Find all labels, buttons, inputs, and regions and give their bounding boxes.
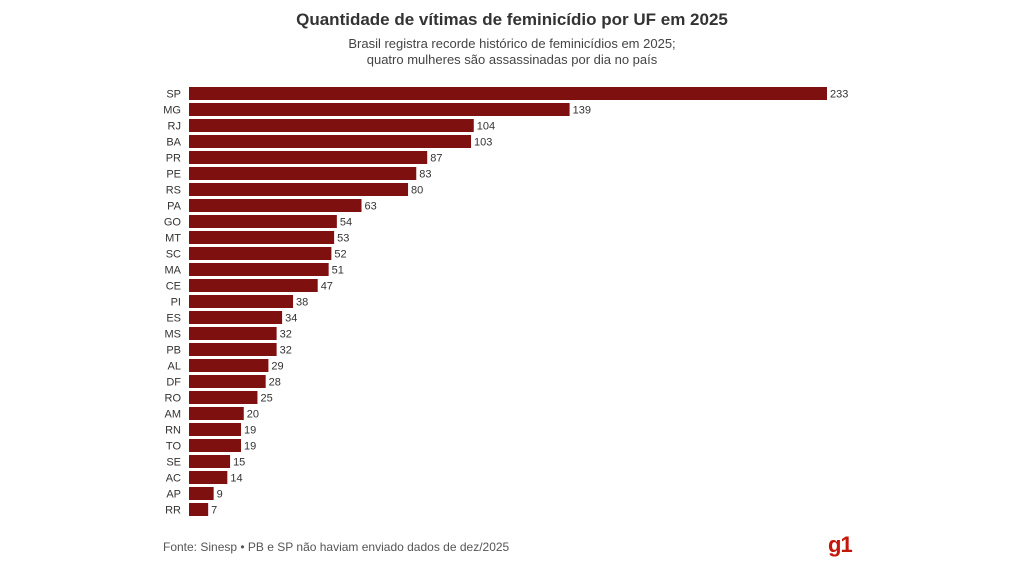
bar-am [189, 407, 244, 420]
bar-pe [189, 167, 417, 180]
value-label-ro: 25 [260, 393, 272, 405]
value-label-pi: 38 [296, 297, 308, 309]
value-label-to: 19 [244, 441, 256, 453]
bar-to [189, 439, 242, 452]
value-label-ap: 9 [217, 489, 223, 501]
bar-mt [189, 231, 335, 244]
bar-pr [189, 151, 428, 164]
category-label-pe: PE [166, 169, 181, 181]
category-label-pr: PR [166, 153, 181, 165]
value-label-ba: 103 [474, 137, 492, 149]
value-label-pb: 32 [280, 345, 292, 357]
category-label-ap: AP [166, 489, 181, 501]
value-label-pe: 83 [419, 169, 431, 181]
chart-title: Quantidade de vítimas de feminicídio por… [296, 10, 728, 29]
value-label-sp: 233 [830, 89, 848, 101]
value-label-ma: 51 [332, 265, 344, 277]
value-label-am: 20 [247, 409, 259, 421]
category-label-ro: RO [165, 393, 182, 405]
bar-es [189, 311, 283, 324]
value-label-go: 54 [340, 217, 352, 229]
value-label-ce: 47 [321, 281, 333, 293]
value-label-sc: 52 [334, 249, 346, 261]
value-label-rs: 80 [411, 185, 423, 197]
bar-ro [189, 391, 258, 404]
category-label-al: AL [168, 361, 181, 373]
category-label-sp: SP [166, 89, 181, 101]
category-label-ma: MA [165, 265, 182, 277]
category-label-se: SE [166, 457, 181, 469]
bar-ma [189, 263, 329, 276]
category-label-pa: PA [167, 201, 182, 213]
category-label-rj: RJ [168, 121, 181, 133]
category-label-pi: PI [171, 297, 181, 309]
category-label-df: DF [166, 377, 181, 389]
bar-ms [189, 327, 277, 340]
bar-ap [189, 487, 214, 500]
chart-subtitle: Brasil registra recorde histórico de fem… [0, 36, 1024, 68]
bar-rj [189, 119, 474, 132]
bar-rn [189, 423, 242, 436]
bar-go [189, 215, 337, 228]
category-label-to: TO [166, 441, 182, 453]
category-label-am: AM [165, 409, 182, 421]
value-label-rr: 7 [211, 505, 217, 517]
category-label-ce: CE [166, 281, 181, 293]
bar-rs [189, 183, 409, 196]
bar-sp [189, 87, 827, 100]
value-label-es: 34 [285, 313, 297, 325]
source-note: Fonte: Sinesp • PB e SP não haviam envia… [163, 540, 510, 554]
category-label-go: GO [164, 217, 182, 229]
category-label-mg: MG [163, 105, 181, 117]
value-label-ms: 32 [280, 329, 292, 341]
value-label-mt: 53 [337, 233, 349, 245]
g1-logo: g1 [828, 532, 853, 557]
category-label-mt: MT [165, 233, 181, 245]
category-label-sc: SC [166, 249, 181, 261]
value-label-df: 28 [269, 377, 281, 389]
bar-mg [189, 103, 570, 116]
bar-ba [189, 135, 472, 148]
bar-al [189, 359, 269, 372]
value-label-pa: 63 [365, 201, 377, 213]
category-label-pb: PB [166, 345, 181, 357]
bar-ce [189, 279, 318, 292]
bar-pa [189, 199, 362, 212]
bar-ac [189, 471, 228, 484]
bar-rr [189, 503, 209, 516]
value-label-rn: 19 [244, 425, 256, 437]
bar-pb [189, 343, 277, 356]
category-label-ac: AC [166, 473, 181, 485]
category-label-ms: MS [165, 329, 182, 341]
subtitle-line-2: quatro mulheres são assassinadas por dia… [366, 52, 658, 67]
value-label-mg: 139 [573, 105, 591, 117]
bar-df [189, 375, 266, 388]
bar-sc [189, 247, 332, 260]
value-label-pr: 87 [430, 153, 442, 165]
value-label-rj: 104 [477, 121, 495, 133]
value-label-se: 15 [233, 457, 245, 469]
subtitle-line-1: Brasil registra recorde histórico de fem… [348, 36, 676, 51]
category-label-rr: RR [165, 505, 181, 517]
value-label-ac: 14 [230, 473, 242, 485]
value-label-al: 29 [271, 361, 283, 373]
category-label-rs: RS [166, 185, 181, 197]
category-label-es: ES [166, 313, 181, 325]
category-label-ba: BA [166, 137, 181, 149]
bar-pi [189, 295, 294, 308]
bar-se [189, 455, 231, 468]
category-label-rn: RN [165, 425, 181, 437]
